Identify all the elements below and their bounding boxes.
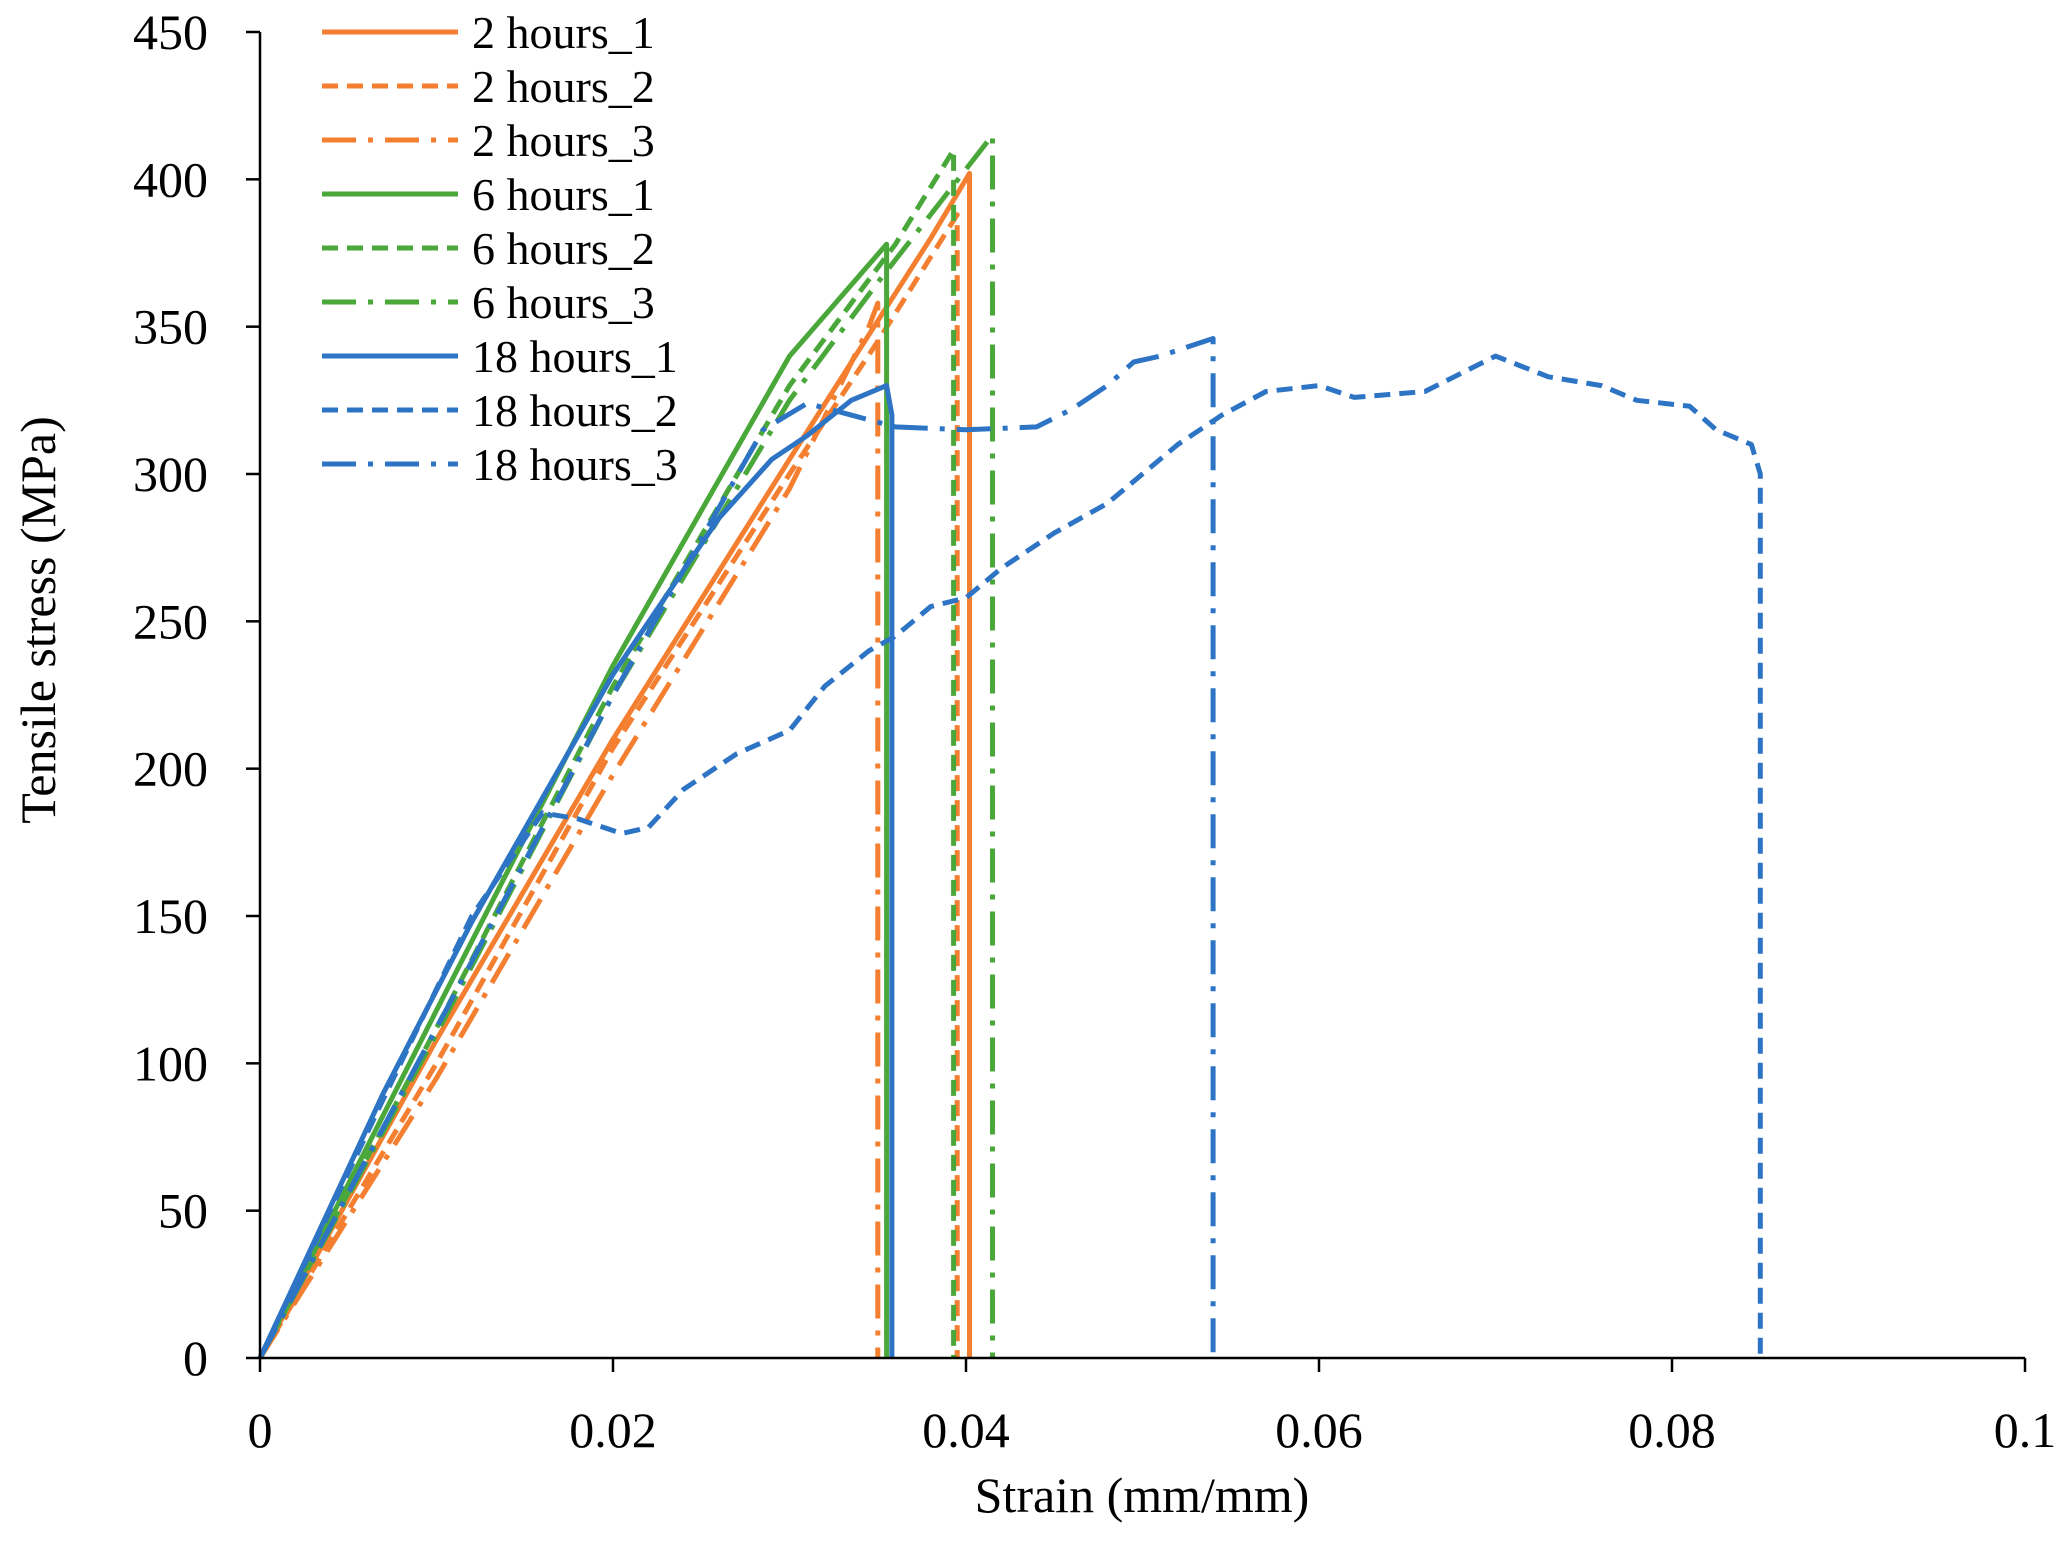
- y-tick-label: 200: [133, 741, 208, 797]
- x-tick-label: 0.08: [1628, 1402, 1716, 1458]
- y-tick-label: 400: [133, 151, 208, 207]
- y-tick-label: 450: [133, 4, 208, 60]
- x-tick-label: 0: [248, 1402, 273, 1458]
- series-line-6-hours-3: [257, 132, 995, 1360]
- axes-layer: 0 50 100 150 200 250 300 350 400 450 0 0.02 0.04 0.06…: [133, 4, 2056, 1458]
- chart-legend: 2 hours_12 hours_22 hours_36 hours_16 ho…: [322, 7, 678, 490]
- legend-label: 18 hours_1: [472, 331, 678, 382]
- y-tick-label: 350: [133, 299, 208, 355]
- legend-label: 18 hours_3: [472, 439, 678, 490]
- series-line-18-hours-3: [257, 336, 1216, 1360]
- series-line-18-hours-1: [257, 383, 895, 1360]
- series-line-6-hours-1: [257, 241, 890, 1360]
- series-line-2-hours-3: [257, 300, 881, 1360]
- legend-label: 2 hours_2: [472, 61, 655, 112]
- y-tick-label: 300: [133, 446, 208, 502]
- y-tick-label: 150: [133, 888, 208, 944]
- x-tick-label: 0.1: [1994, 1402, 2057, 1458]
- series-line-6-hours-2: [257, 147, 957, 1360]
- legend-label: 2 hours_1: [472, 7, 655, 58]
- y-tick-label: 100: [133, 1035, 208, 1091]
- y-tick-label: 0: [183, 1330, 208, 1386]
- legend-label: 2 hours_3: [472, 115, 655, 166]
- x-tick-label: 0.06: [1275, 1402, 1363, 1458]
- y-axis-title: Tensile stress (MPa): [10, 416, 66, 824]
- legend-label: 6 hours_1: [472, 169, 655, 220]
- y-tick-label: 250: [133, 593, 208, 649]
- series-line-18-hours-2: [257, 353, 1763, 1360]
- x-axis-title: Strain (mm/mm): [975, 1467, 1310, 1523]
- legend-label: 6 hours_2: [472, 223, 655, 274]
- series-line-2-hours-2: [257, 212, 960, 1360]
- x-tick-label: 0.02: [569, 1402, 657, 1458]
- x-tick-label: 0.04: [922, 1402, 1010, 1458]
- series-line-2-hours-1: [257, 170, 972, 1360]
- y-tick-label: 50: [158, 1183, 208, 1239]
- series-layer: [257, 132, 1763, 1360]
- legend-label: 18 hours_2: [472, 385, 678, 436]
- legend-label: 6 hours_3: [472, 277, 655, 328]
